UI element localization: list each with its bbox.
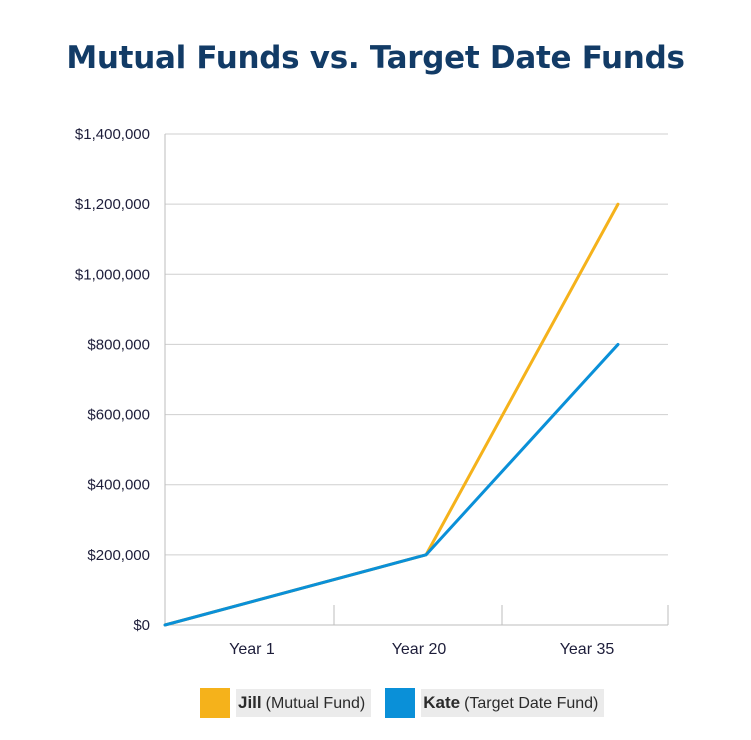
- legend-name-jill: Jill: [238, 693, 262, 712]
- chart-title: Mutual Funds vs. Target Date Funds: [66, 40, 685, 76]
- legend-label-jill: Jill (Mutual Fund): [236, 689, 372, 717]
- y-tick-label: $400,000: [87, 477, 150, 494]
- y-tick-label: $1,000,000: [75, 266, 150, 283]
- x-tick-label: Year 35: [560, 641, 615, 658]
- legend-item-kate: Kate (Target Date Fund): [385, 688, 605, 718]
- axes: [164, 134, 669, 626]
- legend-label-kate: Kate (Target Date Fund): [421, 689, 605, 717]
- y-tick-label: $1,400,000: [75, 126, 150, 143]
- y-axis-ticks: $0 $200,000 $400,000 $600,000 $800,000 $1,000…: [75, 126, 150, 634]
- y-tick-label: $800,000: [87, 336, 150, 353]
- x-axis-ticks: Year 1 Year 20 Year 35: [229, 641, 614, 658]
- y-tick-label: $0: [133, 617, 150, 634]
- legend-item-jill: Jill (Mutual Fund): [200, 688, 372, 718]
- legend: Jill (Mutual Fund) Kate (Target Date Fund): [200, 688, 605, 718]
- series-line-kate: [163, 342, 620, 627]
- legend-detail-kate: (Target Date Fund): [464, 695, 599, 712]
- gridlines: [165, 133, 668, 556]
- y-tick-label: $200,000: [87, 547, 150, 564]
- legend-swatch-kate: [385, 688, 416, 718]
- x-tick-label: Year 1: [229, 641, 275, 658]
- x-tick-label: Year 20: [392, 641, 447, 658]
- legend-name-kate: Kate: [423, 693, 461, 712]
- y-tick-label: $1,200,000: [75, 196, 150, 213]
- series-lines: [163, 202, 620, 627]
- y-tick-label: $600,000: [87, 407, 150, 424]
- legend-swatch-jill: [200, 688, 230, 718]
- legend-detail-jill: (Mutual Fund): [265, 695, 366, 712]
